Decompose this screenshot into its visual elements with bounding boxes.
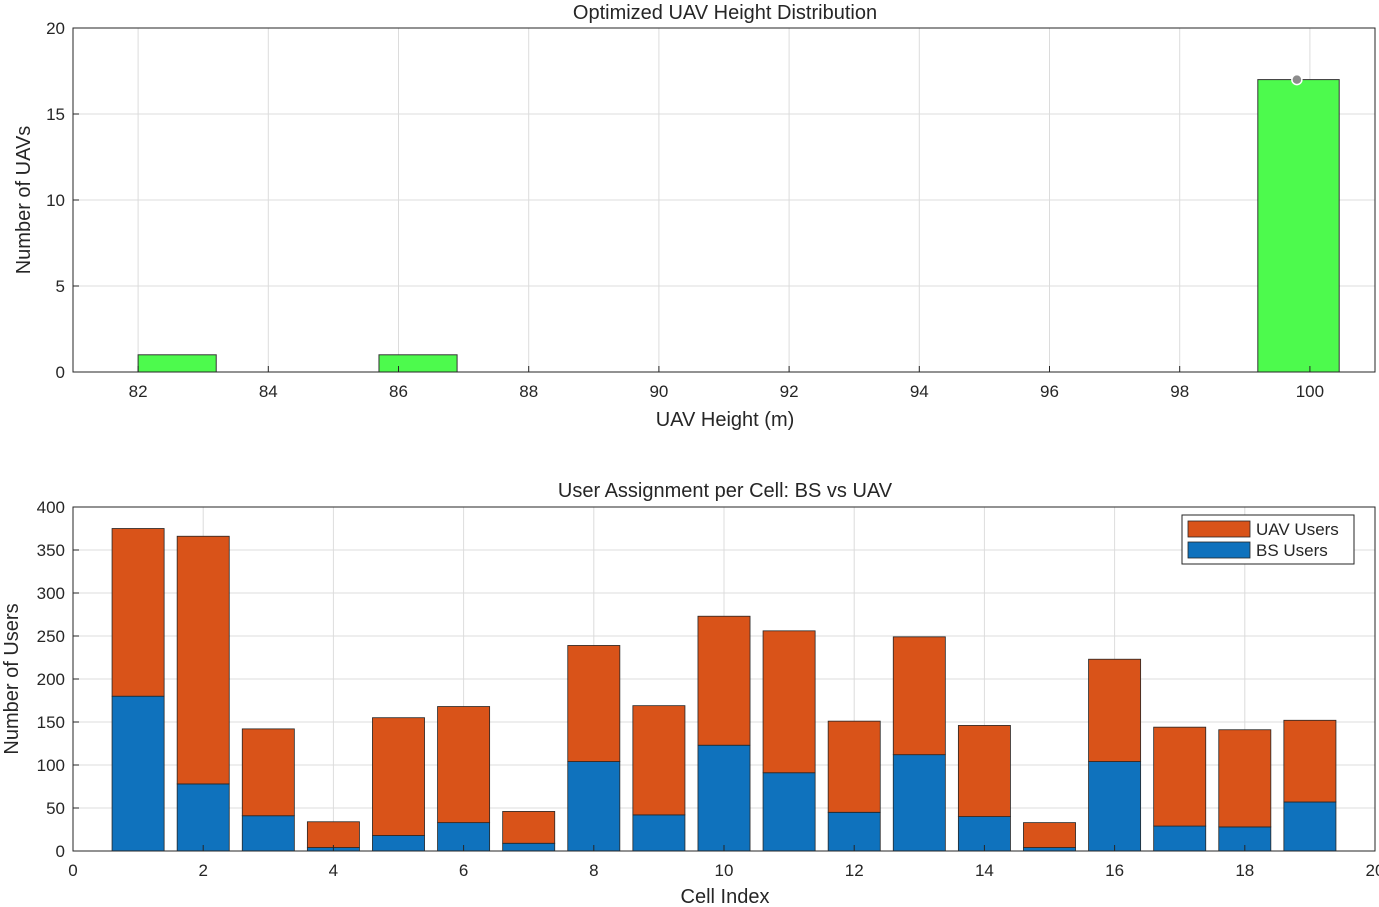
x-tick-label: 98 [1170, 382, 1189, 401]
bar-uav-users [892, 636, 946, 756]
bar-bs-users [827, 811, 881, 852]
bar-uav-users [697, 615, 751, 746]
x-tick-label: 2 [198, 861, 207, 880]
y-tick-label: 400 [37, 498, 65, 517]
y-tick-label: 5 [56, 277, 65, 296]
x-axis-label: Cell Index [681, 886, 770, 907]
y-axis-label: Number of Users [1, 603, 23, 754]
y-axis-label: Number of UAVs [13, 126, 35, 275]
y-tick-label: 0 [56, 363, 65, 382]
x-tick-label: 82 [129, 382, 148, 401]
bar-bs-users [892, 754, 946, 852]
histogram-bar [378, 354, 458, 373]
x-tick-label: 92 [780, 382, 799, 401]
bar-bs-users [1023, 847, 1076, 852]
bar-bs-users [632, 814, 686, 852]
bar-bs-users [1088, 761, 1142, 852]
bar-uav-users [1088, 658, 1142, 762]
chart-title: Optimized UAV Height Distribution [573, 2, 877, 24]
y-tick-label: 50 [46, 799, 65, 818]
bar-uav-users [241, 728, 295, 817]
x-tick-label: 100 [1296, 382, 1324, 401]
y-tick-label: 300 [37, 584, 65, 603]
y-ticks: 0 50 100 150 200 250 300 350 400 [37, 498, 79, 861]
y-tick-label: 20 [46, 19, 65, 38]
legend-label-uav: UAV Users [1256, 520, 1339, 539]
x-axis-label: UAV Height (m) [656, 409, 795, 431]
x-tick-label: 16 [1105, 861, 1124, 880]
data-marker [1291, 73, 1303, 86]
bar-bs-users [241, 815, 295, 852]
user-assignment-chart: User Assignment per Cell: BS vs UAV 0 2 4 6… [1, 480, 1379, 907]
x-tick-label: 88 [519, 382, 538, 401]
height-distribution-chart: Optimized UAV Height Distribution 82 84 86… [13, 2, 1376, 431]
bar-uav-users [957, 725, 1011, 818]
bar-bs-users [111, 695, 165, 852]
bar-uav-users [1023, 822, 1076, 848]
x-tick-label: 20 [1366, 861, 1379, 880]
x-tick-label: 10 [715, 861, 734, 880]
bar-uav-users [1283, 719, 1337, 803]
bar-bs-users [1153, 825, 1207, 852]
bar-uav-users [1153, 726, 1207, 827]
bar-bs-users [1283, 801, 1337, 852]
x-tick-label: 90 [649, 382, 668, 401]
grid [73, 27, 1375, 373]
bar-uav-users [502, 811, 556, 844]
bar-uav-users [1218, 729, 1272, 828]
x-tick-label: 96 [1040, 382, 1059, 401]
bar-bs-users [372, 835, 425, 852]
x-tick-label: 0 [68, 861, 77, 880]
legend-label-bs: BS Users [1256, 541, 1328, 560]
bar-uav-users [176, 535, 230, 785]
x-tick-label: 14 [975, 861, 994, 880]
y-tick-label: 10 [46, 191, 65, 210]
y-ticks: 0 5 10 15 20 [46, 19, 79, 382]
x-tick-label: 86 [389, 382, 408, 401]
x-tick-label: 84 [259, 382, 278, 401]
bar-bs-users [762, 772, 816, 852]
legend-swatch-uav [1187, 520, 1251, 538]
x-ticks: 0 2 4 6 8 10 12 14 16 18 20 [68, 845, 1379, 880]
x-ticks: 82 84 86 88 90 92 94 96 98 100 [129, 366, 1324, 401]
y-tick-label: 100 [37, 756, 65, 775]
bar-bs-users [567, 761, 621, 852]
x-tick-label: 94 [910, 382, 929, 401]
bar-uav-users [632, 705, 686, 816]
x-tick-label: 12 [845, 861, 864, 880]
x-tick-label: 8 [589, 861, 598, 880]
bar-uav-users [567, 645, 621, 762]
legend: UAV Users BS Users [1181, 514, 1355, 565]
y-tick-label: 0 [56, 842, 65, 861]
bar-uav-users [762, 630, 816, 774]
y-tick-label: 15 [46, 105, 65, 124]
bar-bs-users [502, 842, 556, 852]
y-tick-label: 350 [37, 541, 65, 560]
y-tick-label: 200 [37, 670, 65, 689]
bars [137, 73, 1340, 373]
x-tick-label: 18 [1235, 861, 1254, 880]
y-tick-label: 150 [37, 713, 65, 732]
x-tick-label: 6 [459, 861, 468, 880]
chart-title: User Assignment per Cell: BS vs UAV [558, 480, 893, 502]
y-tick-label: 250 [37, 627, 65, 646]
legend-swatch-bs [1187, 541, 1251, 559]
bar-bs-users [176, 783, 230, 852]
stacked-bars [111, 528, 1337, 852]
histogram-bar [1257, 79, 1340, 373]
bar-bs-users [697, 744, 751, 852]
bar-uav-users [306, 821, 360, 848]
bar-uav-users [372, 717, 425, 836]
bar-uav-users [111, 528, 165, 697]
bar-uav-users [827, 720, 881, 813]
histogram-bar [137, 354, 217, 373]
bar-uav-users [437, 706, 491, 824]
x-tick-label: 4 [329, 861, 338, 880]
